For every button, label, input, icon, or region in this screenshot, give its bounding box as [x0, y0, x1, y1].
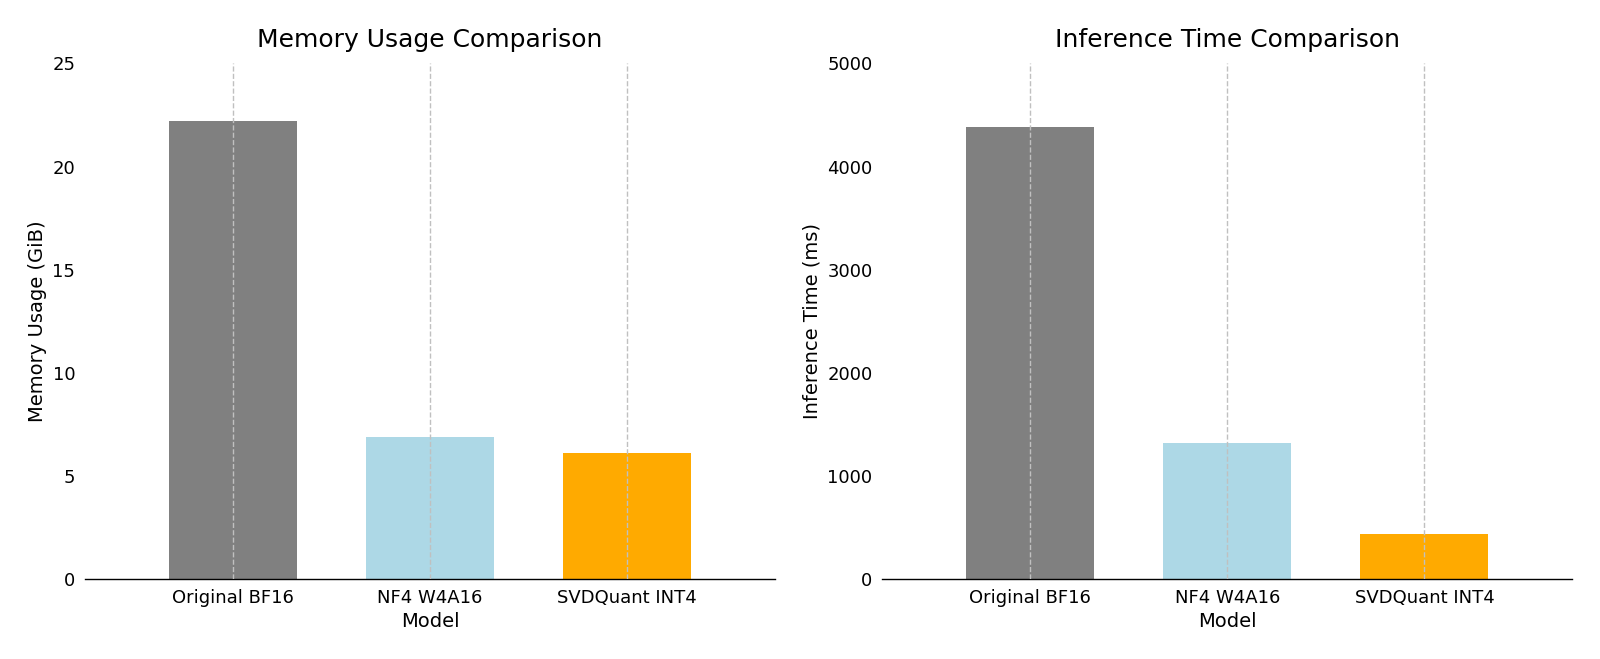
Bar: [966, 127, 1094, 579]
Y-axis label: Inference Time (ms): Inference Time (ms): [803, 223, 822, 419]
Y-axis label: Memory Usage (GiB): Memory Usage (GiB): [27, 220, 46, 422]
Bar: [170, 121, 298, 579]
Bar: [366, 437, 494, 579]
Bar: [1163, 443, 1291, 579]
X-axis label: Model: Model: [1198, 612, 1256, 631]
Title: Inference Time Comparison: Inference Time Comparison: [1054, 28, 1400, 52]
Bar: [1360, 534, 1488, 579]
X-axis label: Model: Model: [400, 612, 459, 631]
Bar: [563, 453, 691, 579]
Title: Memory Usage Comparison: Memory Usage Comparison: [258, 28, 603, 52]
